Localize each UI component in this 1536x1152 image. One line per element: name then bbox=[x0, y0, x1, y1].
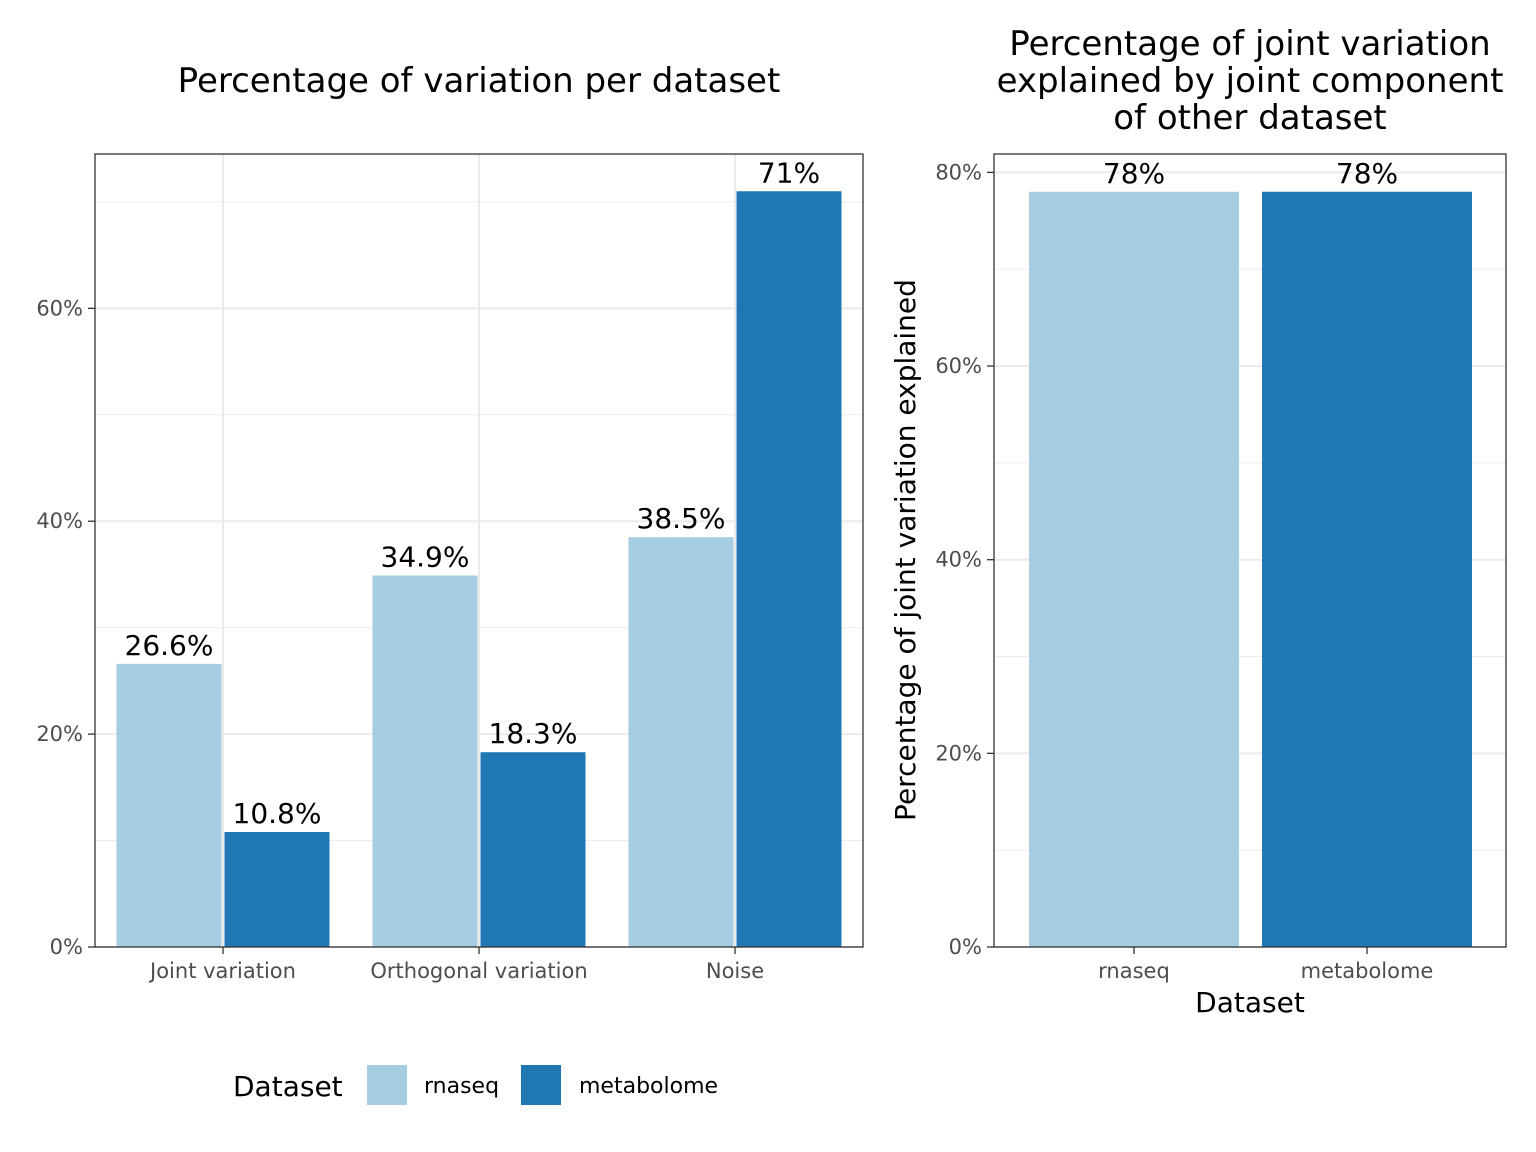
bar-rnaseq-orthogonal-variation bbox=[372, 575, 478, 947]
panel1-x-tick-label-noise: Noise bbox=[706, 959, 764, 983]
panel2-y-tick-label: 60% bbox=[935, 354, 982, 378]
bar-label-rnaseq-joint-variation: 26.6% bbox=[125, 629, 214, 662]
legend: Dataset rnaseq metabolome bbox=[233, 1065, 718, 1105]
panel2-y-tick-label: 80% bbox=[935, 160, 982, 184]
panel1-y-tick-label: 20% bbox=[36, 722, 83, 746]
bar-metabolome-noise bbox=[736, 191, 842, 948]
bar-rnaseq-joint-variation bbox=[116, 663, 222, 947]
panel1-x-axis: Joint variation Orthogonal variation Noise bbox=[148, 947, 764, 983]
bar-joint-explained-rnaseq bbox=[1029, 191, 1239, 947]
panel2-title-line: Percentage of joint variation bbox=[1009, 24, 1490, 64]
panel1-x-tick-label-joint-variation: Joint variation bbox=[148, 959, 296, 983]
panel1-bar-labels: 26.6% 10.8% 34.9% 18.3% 38.5% 71% bbox=[125, 156, 821, 830]
panel1-y-tick-label: 40% bbox=[36, 509, 83, 533]
panel2-title-line: of other dataset bbox=[1113, 98, 1387, 138]
panel2-y-tick-label: 20% bbox=[935, 741, 982, 765]
panel2-bars bbox=[1029, 191, 1472, 947]
legend-label-rnaseq: rnaseq bbox=[424, 1074, 499, 1099]
legend-label-metabolome: metabolome bbox=[579, 1074, 718, 1099]
bar-metabolome-orthogonal-variation bbox=[480, 752, 586, 947]
panel-variation-per-dataset: Percentage of variation per dataset 26.6… bbox=[36, 61, 864, 983]
panel1-x-tick-label-orthogonal-variation: Orthogonal variation bbox=[370, 959, 587, 983]
panel1-gridlines bbox=[95, 154, 863, 948]
bar-label-joint-explained-metabolome: 78% bbox=[1336, 157, 1398, 190]
panel1-y-tick-label: 60% bbox=[36, 296, 83, 320]
bar-label-rnaseq-noise: 38.5% bbox=[637, 502, 726, 535]
panel1-title: Percentage of variation per dataset bbox=[178, 61, 781, 101]
panel2-x-tick-label-rnaseq: rnaseq bbox=[1098, 959, 1170, 983]
panel2-x-axis-title: Dataset bbox=[1195, 986, 1305, 1019]
bar-joint-explained-metabolome bbox=[1262, 191, 1472, 947]
panel2-x-tick-label-metabolome: metabolome bbox=[1301, 959, 1434, 983]
panel2-title-line: explained by joint component bbox=[997, 61, 1504, 101]
panel1-y-axis: 0% 20% 40% 60% bbox=[36, 296, 95, 959]
panel2-y-axis: 0% 20% 40% 60% 80% bbox=[935, 160, 994, 959]
legend-key-metabolome bbox=[521, 1065, 561, 1105]
panel2-border bbox=[993, 153, 1507, 948]
panel1-bars bbox=[116, 191, 842, 948]
bar-label-metabolome-noise: 71% bbox=[758, 156, 820, 189]
legend-key-rnaseq bbox=[367, 1065, 407, 1105]
bar-metabolome-joint-variation bbox=[224, 832, 330, 947]
panel2-y-tick-label: 40% bbox=[935, 548, 982, 572]
panel2-y-tick-label: 0% bbox=[949, 935, 982, 959]
panel2-bar-labels: 78% 78% bbox=[1103, 157, 1398, 190]
bar-rnaseq-noise bbox=[628, 537, 734, 947]
panel1-y-tick-label: 0% bbox=[50, 935, 83, 959]
bar-label-metabolome-joint-variation: 10.8% bbox=[233, 797, 322, 830]
panel2-x-axis: rnaseq metabolome bbox=[1098, 947, 1433, 983]
bar-label-metabolome-orthogonal-variation: 18.3% bbox=[489, 717, 578, 750]
panel2-y-axis-title: Percentage of joint variation explained bbox=[889, 279, 922, 821]
legend-title: Dataset bbox=[233, 1070, 343, 1103]
bar-label-joint-explained-rnaseq: 78% bbox=[1103, 157, 1165, 190]
bar-label-rnaseq-orthogonal-variation: 34.9% bbox=[381, 541, 470, 574]
